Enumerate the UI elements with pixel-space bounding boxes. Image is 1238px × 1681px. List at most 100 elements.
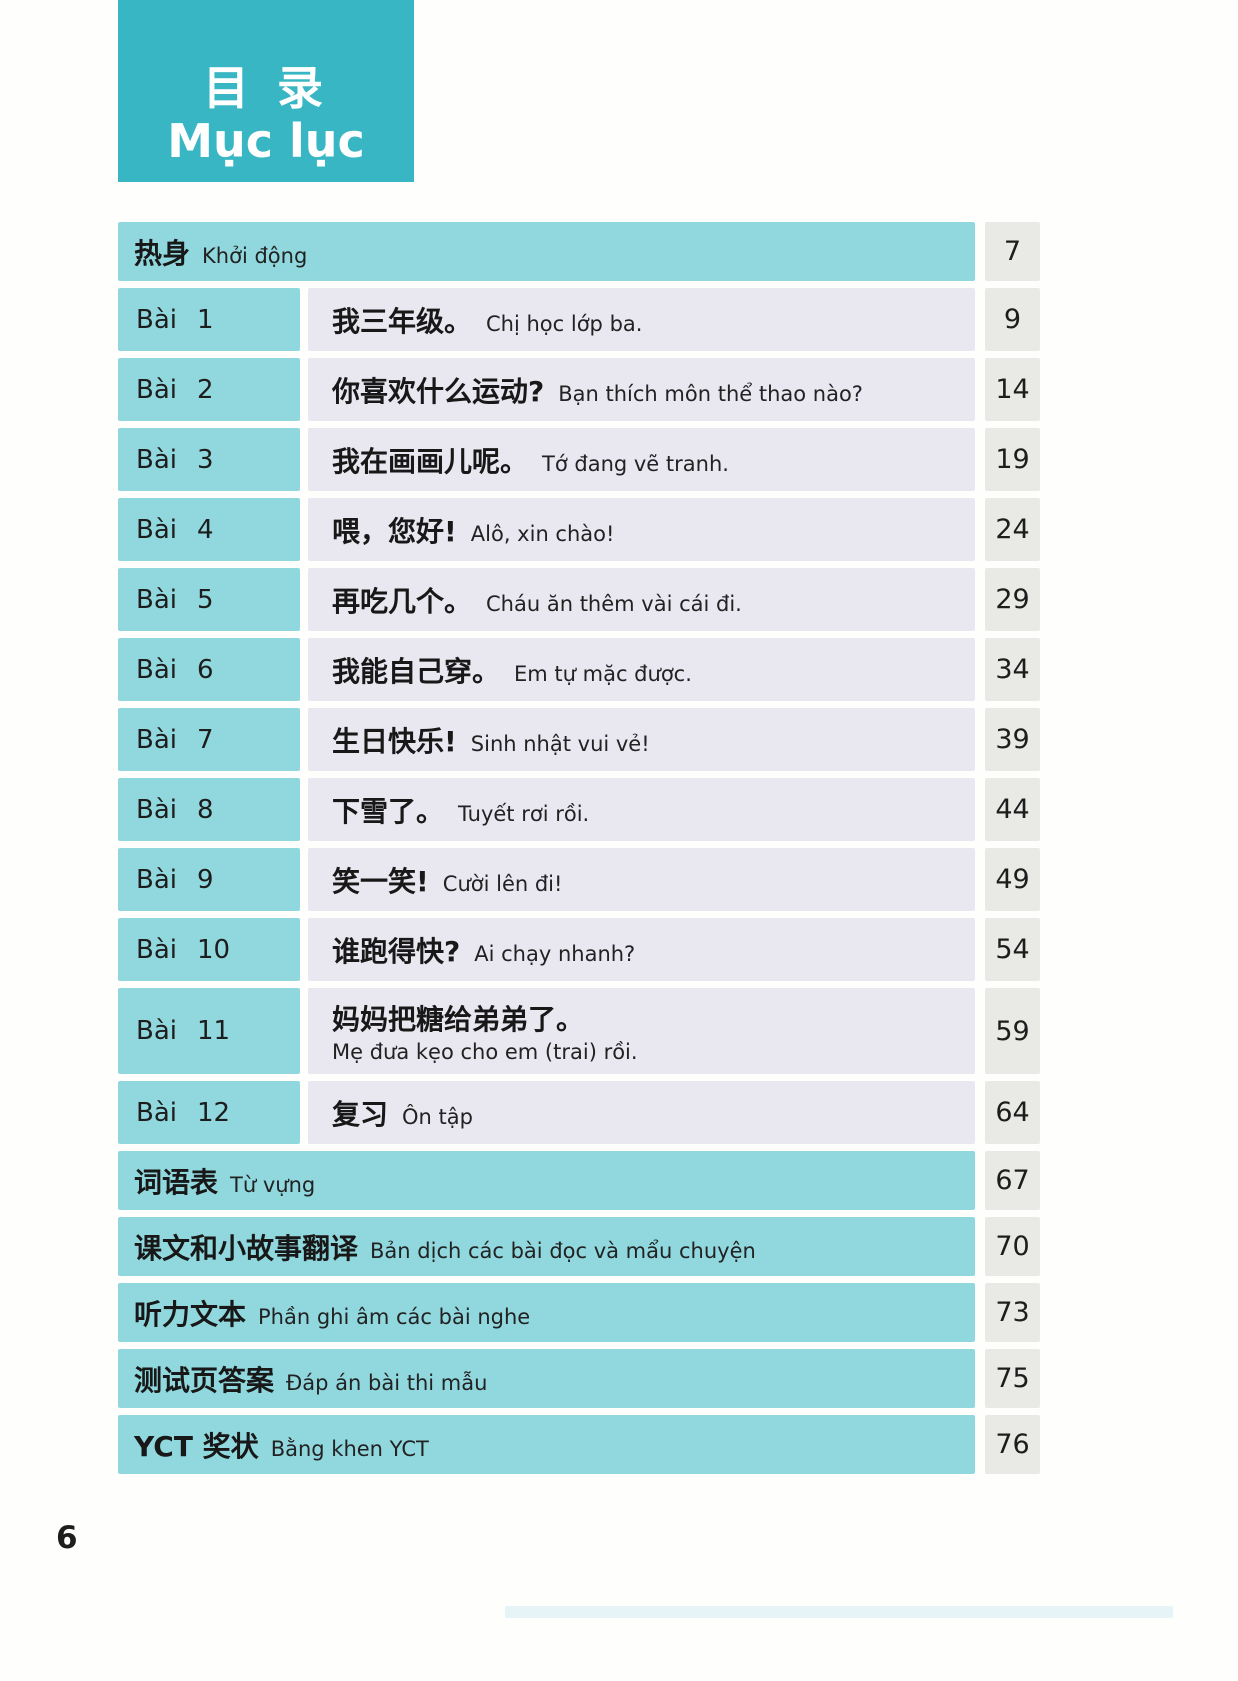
lesson-title-chinese: 妈妈把糖给弟弟了。 [332,1003,585,1036]
lesson-number: 8 [197,794,214,825]
lesson-title-cell: 喂，您好! Alô, xin chào! [308,498,975,561]
lesson-label: Bài [136,1016,177,1046]
page-bleed-artifact [505,1606,1173,1618]
section-title-wrap: 听力文本 Phần ghi âm các bài nghe [134,1293,530,1333]
lesson-label: Bài [136,724,177,755]
page-number-cell: 39 [985,708,1040,771]
lesson-title-wrap: 再吃几个。 Cháu ăn thêm vài cái đi. [332,580,742,620]
toc-row-main: Bài 10 谁跑得快? Ai chạy nhanh? [118,918,975,981]
lesson-number: 10 [197,934,231,965]
toc-row-main: 热身 Khởi động [118,222,975,281]
lesson-label-cell: Bài 11 [118,988,300,1074]
section-title-chinese: 测试页答案 [134,1363,275,1397]
lesson-label-cell: Bài 8 [118,778,300,841]
lesson-title-chinese: 生日快乐! [332,724,457,758]
page-number-cell: 59 [985,988,1040,1074]
toc-row-main: 课文和小故事翻译 Bản dịch các bài đọc và mẩu chuy… [118,1217,975,1276]
toc-row: YCT 奖状 Bằng khen YCT 76 [118,1415,1040,1474]
lesson-title-vietnamese: Ôn tập [402,1104,473,1129]
section-title-chinese: 听力文本 [134,1297,247,1331]
toc-row: 词语表 Từ vựng 67 [118,1151,1040,1210]
toc-row: Bài 2 你喜欢什么运动? Bạn thích môn thể thao nào? 1… [118,358,1040,421]
section-title-chinese: 词语表 [134,1165,219,1199]
lesson-number: 6 [197,654,214,685]
lesson-title-vietnamese: Alô, xin chào! [470,521,615,546]
lesson-number: 3 [197,444,214,475]
lesson-label: Bài [136,654,177,685]
toc-row: Bài 11 妈妈把糖给弟弟了。 Mẹ đưa kẹo cho em (trai) r… [118,988,1040,1074]
toc-row-main: Bài 1 我三年级。 Chị học lớp ba. [118,288,975,351]
section-title-chinese: 热身 [134,236,191,270]
lesson-number: 11 [197,1016,231,1046]
toc-row: Bài 10 谁跑得快? Ai chạy nhanh? 54 [118,918,1040,981]
lesson-title-wrap: 下雪了。 Tuyết rơi rồi. [332,790,589,830]
lesson-title-chinese: 笑一笑! [332,864,429,898]
toc-row-main: Bài 3 我在画画儿呢。 Tớ đang vẽ tranh. [118,428,975,491]
toc-row: Bài 1 我三年级。 Chị học lớp ba. 9 [118,288,1040,351]
lesson-label-cell: Bài 9 [118,848,300,911]
lesson-number: 9 [197,864,214,895]
toc-header-box: 目 录 Mục lục [118,0,414,182]
section-title-chinese: YCT 奖状 [134,1429,259,1463]
toc-row-main: Bài 2 你喜欢什么运动? Bạn thích môn thể thao nào? [118,358,975,421]
section-title-vietnamese: Phần ghi âm các bài nghe [258,1304,531,1329]
toc-row: 听力文本 Phần ghi âm các bài nghe 73 [118,1283,1040,1342]
section-title-vietnamese: Đáp án bài thi mẫu [286,1370,488,1395]
lesson-title-wrap: 复习 Ôn tập [332,1093,473,1133]
page-number-cell: 73 [985,1283,1040,1342]
lesson-label: Bài [136,1097,177,1128]
page-number-cell: 19 [985,428,1040,491]
lesson-title-vietnamese: Mẹ đưa kẹo cho em (trai) rồi. [332,1040,638,1064]
lesson-title-wrap: 喂，您好! Alô, xin chào! [332,510,614,550]
lesson-title-cell: 我在画画儿呢。 Tớ đang vẽ tranh. [308,428,975,491]
lesson-title-chinese: 下雪了。 [332,794,445,828]
toc-row-main: YCT 奖状 Bằng khen YCT [118,1415,975,1474]
lesson-label: Bài [136,794,177,825]
lesson-label-cell: Bài 3 [118,428,300,491]
page-number-cell: 49 [985,848,1040,911]
page-number-cell: 54 [985,918,1040,981]
section-title-wrap: 热身 Khởi động [134,232,307,272]
section-title-cell: 听力文本 Phần ghi âm các bài nghe [118,1283,975,1342]
lesson-title-vietnamese: Ai chạy nhanh? [474,941,636,966]
toc-row: Bài 8 下雪了。 Tuyết rơi rồi. 44 [118,778,1040,841]
lesson-title-vietnamese: Bạn thích môn thể thao nào? [558,381,863,406]
lesson-title-chinese: 我在画画儿呢。 [332,444,529,478]
lesson-title-cell: 谁跑得快? Ai chạy nhanh? [308,918,975,981]
lesson-title-cell: 我能自己穿。 Em tự mặc được. [308,638,975,701]
toc-row: Bài 6 我能自己穿。 Em tự mặc được. 34 [118,638,1040,701]
lesson-title-vietnamese: Sinh nhật vui vẻ! [470,731,650,756]
page-number-cell: 34 [985,638,1040,701]
toc-row: 测试页答案 Đáp án bài thi mẫu 75 [118,1349,1040,1408]
lesson-title-wrap: 我在画画儿呢。 Tớ đang vẽ tranh. [332,440,729,480]
lesson-title-vietnamese: Em tự mặc được. [514,661,692,686]
lesson-title-chinese: 你喜欢什么运动? [332,374,545,408]
section-title-wrap: YCT 奖状 Bằng khen YCT [134,1425,429,1465]
lesson-number: 12 [197,1097,231,1128]
lesson-title-cell: 我三年级。 Chị học lớp ba. [308,288,975,351]
toc-row-main: Bài 5 再吃几个。 Cháu ăn thêm vài cái đi. [118,568,975,631]
lesson-title-cell: 妈妈把糖给弟弟了。 Mẹ đưa kẹo cho em (trai) rồi. [308,988,975,1074]
lesson-label: Bài [136,304,177,335]
page-number-cell: 9 [985,288,1040,351]
toc-table: 热身 Khởi động 7 Bài 1 我三年级。 Chị học lớp ba. 9 Bài… [118,222,1040,1474]
toc-row-main: Bài 9 笑一笑! Cười lên đi! [118,848,975,911]
lesson-title-wrap: 我三年级。 Chị học lớp ba. [332,300,642,340]
lesson-title-wrap: 笑一笑! Cười lên đi! [332,860,562,900]
lesson-title-vietnamese: Tuyết rơi rồi. [458,801,590,826]
toc-row: Bài 3 我在画画儿呢。 Tớ đang vẽ tranh. 19 [118,428,1040,491]
lesson-label-cell: Bài 7 [118,708,300,771]
section-title-vietnamese: Bằng khen YCT [270,1436,429,1461]
page-number-cell: 76 [985,1415,1040,1474]
lesson-title-cell: 生日快乐! Sinh nhật vui vẻ! [308,708,975,771]
lesson-title-chinese: 再吃几个。 [332,584,473,618]
lesson-label-cell: Bài 5 [118,568,300,631]
lesson-title-vietnamese: Cười lên đi! [442,871,563,896]
lesson-label-cell: Bài 12 [118,1081,300,1144]
page-number-cell: 70 [985,1217,1040,1276]
toc-row-main: 听力文本 Phần ghi âm các bài nghe [118,1283,975,1342]
section-title-cell: 热身 Khởi động [118,222,975,281]
lesson-title-wrap: 我能自己穿。 Em tự mặc được. [332,650,692,690]
toc-row-main: Bài 11 妈妈把糖给弟弟了。 Mẹ đưa kẹo cho em (trai) r… [118,988,975,1074]
lesson-number: 4 [197,514,214,545]
